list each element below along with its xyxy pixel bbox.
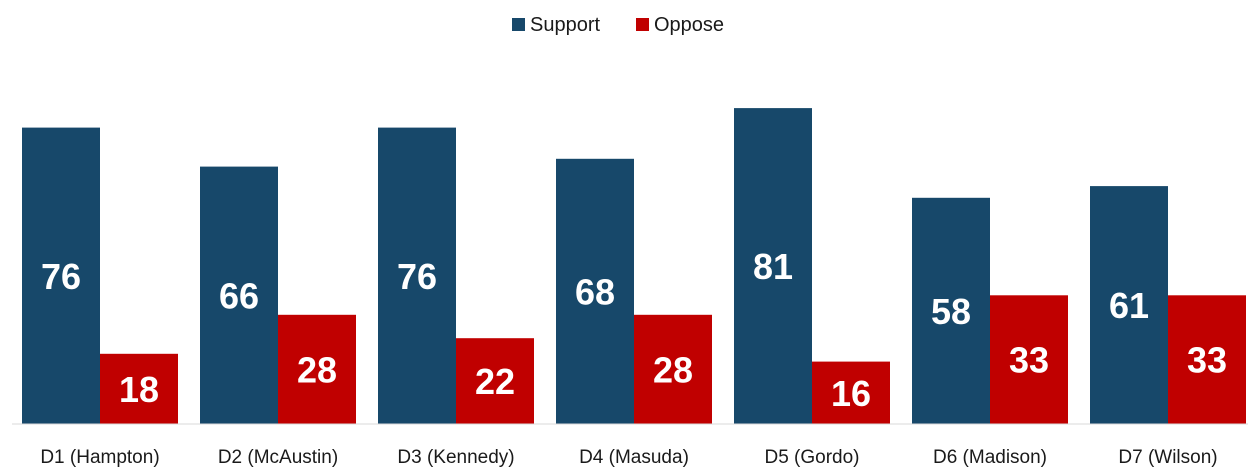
data-label-support-d6: 58 xyxy=(931,291,971,332)
data-label-support-d1: 76 xyxy=(41,256,81,297)
data-label-oppose-d2: 28 xyxy=(297,349,337,390)
x-tick-label-d7: D7 (Wilson) xyxy=(1118,447,1217,468)
data-label-oppose-d6: 33 xyxy=(1009,340,1049,381)
bar-support-d2 xyxy=(200,166,278,424)
x-tick-label-d4: D4 (Masuda) xyxy=(579,447,689,468)
data-label-support-d4: 68 xyxy=(575,271,615,312)
x-tick-label-d3: D3 (Kennedy) xyxy=(397,447,514,468)
x-tick-label-d1: D1 (Hampton) xyxy=(40,447,159,468)
bars: 76 18 66 28 76 22 68 28 81 16 58 33 61 33 xyxy=(22,108,1246,425)
data-label-support-d3: 76 xyxy=(397,256,437,297)
legend-label-oppose: Oppose xyxy=(654,14,724,36)
bar-support-d4 xyxy=(556,158,634,425)
data-label-oppose-d4: 28 xyxy=(653,349,693,390)
data-label-oppose-d5: 16 xyxy=(831,373,871,414)
bar-support-d3 xyxy=(378,127,456,424)
bar-oppose-d3 xyxy=(456,338,534,424)
bar-support-d5 xyxy=(734,108,812,424)
bar-support-d6 xyxy=(912,197,990,424)
data-label-oppose-d3: 22 xyxy=(475,361,515,402)
data-label-support-d2: 66 xyxy=(219,275,259,316)
bar-oppose-d4 xyxy=(634,314,712,424)
legend-label-support: Support xyxy=(530,14,600,36)
x-tick-label-d6: D6 (Madison) xyxy=(933,447,1047,468)
legend-swatch-oppose xyxy=(636,18,649,31)
bar-oppose-d1 xyxy=(100,353,178,424)
bar-oppose-d7 xyxy=(1168,295,1246,424)
bar-support-d1 xyxy=(22,127,100,424)
data-label-oppose-d1: 18 xyxy=(119,369,159,410)
data-label-support-d7: 61 xyxy=(1109,285,1149,326)
x-tick-label-d2: D2 (McAustin) xyxy=(218,447,338,468)
x-axis-ticks: D1 (Hampton) D2 (McAustin) D3 (Kennedy) D4 … xyxy=(40,447,1217,468)
bar-support-d7 xyxy=(1090,186,1168,424)
bar-oppose-d6 xyxy=(990,295,1068,424)
bar-oppose-d5 xyxy=(812,361,890,424)
data-label-oppose-d7: 33 xyxy=(1187,340,1227,381)
data-label-support-d5: 81 xyxy=(753,246,793,287)
bar-oppose-d2 xyxy=(278,314,356,424)
legend-swatch-support xyxy=(512,18,525,31)
x-tick-label-d5: D5 (Gordo) xyxy=(764,447,859,468)
legend: Support Oppose xyxy=(512,14,724,36)
